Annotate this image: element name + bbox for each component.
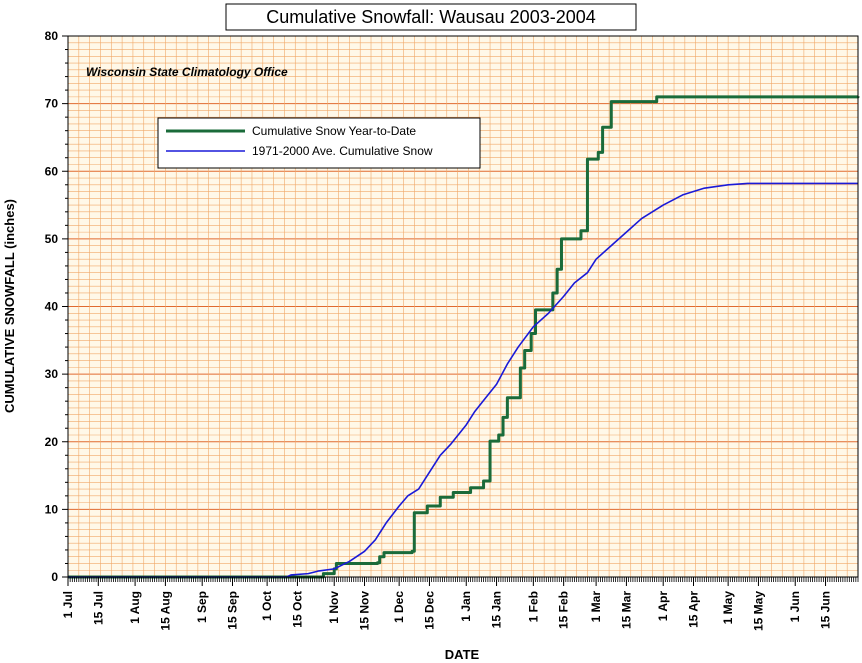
x-tick-label: 1 Sep bbox=[195, 591, 209, 623]
series-line-ytd bbox=[68, 95, 860, 579]
x-tick-label: 15 Feb bbox=[557, 591, 571, 629]
axes: 0 10 20 30 40 50 60 70 80 1 Jul 15 Jul 1 Aug 15 Aug 1… bbox=[45, 29, 859, 631]
y-tick-label: 50 bbox=[45, 232, 59, 246]
x-tick-label: 15 Mar bbox=[619, 591, 633, 629]
x-tick-label: 15 Dec bbox=[422, 591, 436, 630]
x-axis-label: DATE bbox=[445, 647, 480, 662]
y-tick-label: 40 bbox=[45, 300, 59, 314]
series-lines bbox=[68, 95, 860, 579]
x-tick-label: 1 Aug bbox=[128, 591, 142, 624]
y-tick-label: 10 bbox=[45, 502, 59, 516]
legend-box bbox=[157, 117, 481, 169]
x-tick-label: 1 Feb bbox=[526, 591, 540, 622]
legend-label-ytd: Cumulative Snow Year-to-Date bbox=[252, 124, 416, 138]
title-box bbox=[225, 3, 637, 31]
x-tick-label: 1 Jun bbox=[788, 591, 802, 622]
x-tick-label: 15 Jul bbox=[91, 591, 105, 625]
x-tick-label: 15 Jun bbox=[819, 591, 833, 629]
x-tick-label: 15 Oct bbox=[290, 591, 304, 628]
x-tick-label: 1 Jul bbox=[61, 591, 75, 618]
y-tick-label: 20 bbox=[45, 435, 59, 449]
x-tick-label: 1 Jan bbox=[459, 591, 473, 622]
chart-title: Cumulative Snowfall: Wausau 2003-2004 bbox=[266, 7, 596, 27]
x-tick-label: 1 Dec bbox=[392, 591, 406, 623]
x-tick-label: 15 Apr bbox=[687, 591, 701, 628]
x-tick-label: 15 Jan bbox=[490, 591, 504, 628]
y-tick-label: 70 bbox=[45, 97, 59, 111]
chart-annotation: Wisconsin State Climatology Office bbox=[86, 65, 288, 79]
x-tick-label: 15 Nov bbox=[358, 591, 372, 631]
x-tick-label: 1 Oct bbox=[260, 591, 274, 621]
x-tick-label: 1 Mar bbox=[589, 591, 603, 623]
x-tick-label: 15 Sep bbox=[225, 591, 239, 630]
x-tick-label: 15 Aug bbox=[158, 591, 172, 631]
y-tick-label: 80 bbox=[45, 29, 59, 43]
x-tick-label: 1 Apr bbox=[656, 591, 670, 622]
y-tick-label: 60 bbox=[45, 164, 59, 178]
series-line-average bbox=[68, 182, 858, 578]
legend: Cumulative Snow Year-to-Date 1971-2000 A… bbox=[157, 117, 481, 169]
x-tick-label: 1 May bbox=[721, 591, 735, 625]
x-tick-label: 15 May bbox=[751, 591, 765, 631]
y-tick-label: 30 bbox=[45, 367, 59, 381]
legend-label-average: 1971-2000 Ave. Cumulative Snow bbox=[252, 144, 433, 158]
grid-lines bbox=[68, 36, 858, 577]
x-tick-label: 1 Nov bbox=[327, 591, 341, 624]
y-axis-label: CUMULATIVE SNOWFALL (inches) bbox=[2, 199, 17, 413]
y-tick-label: 0 bbox=[51, 570, 58, 584]
